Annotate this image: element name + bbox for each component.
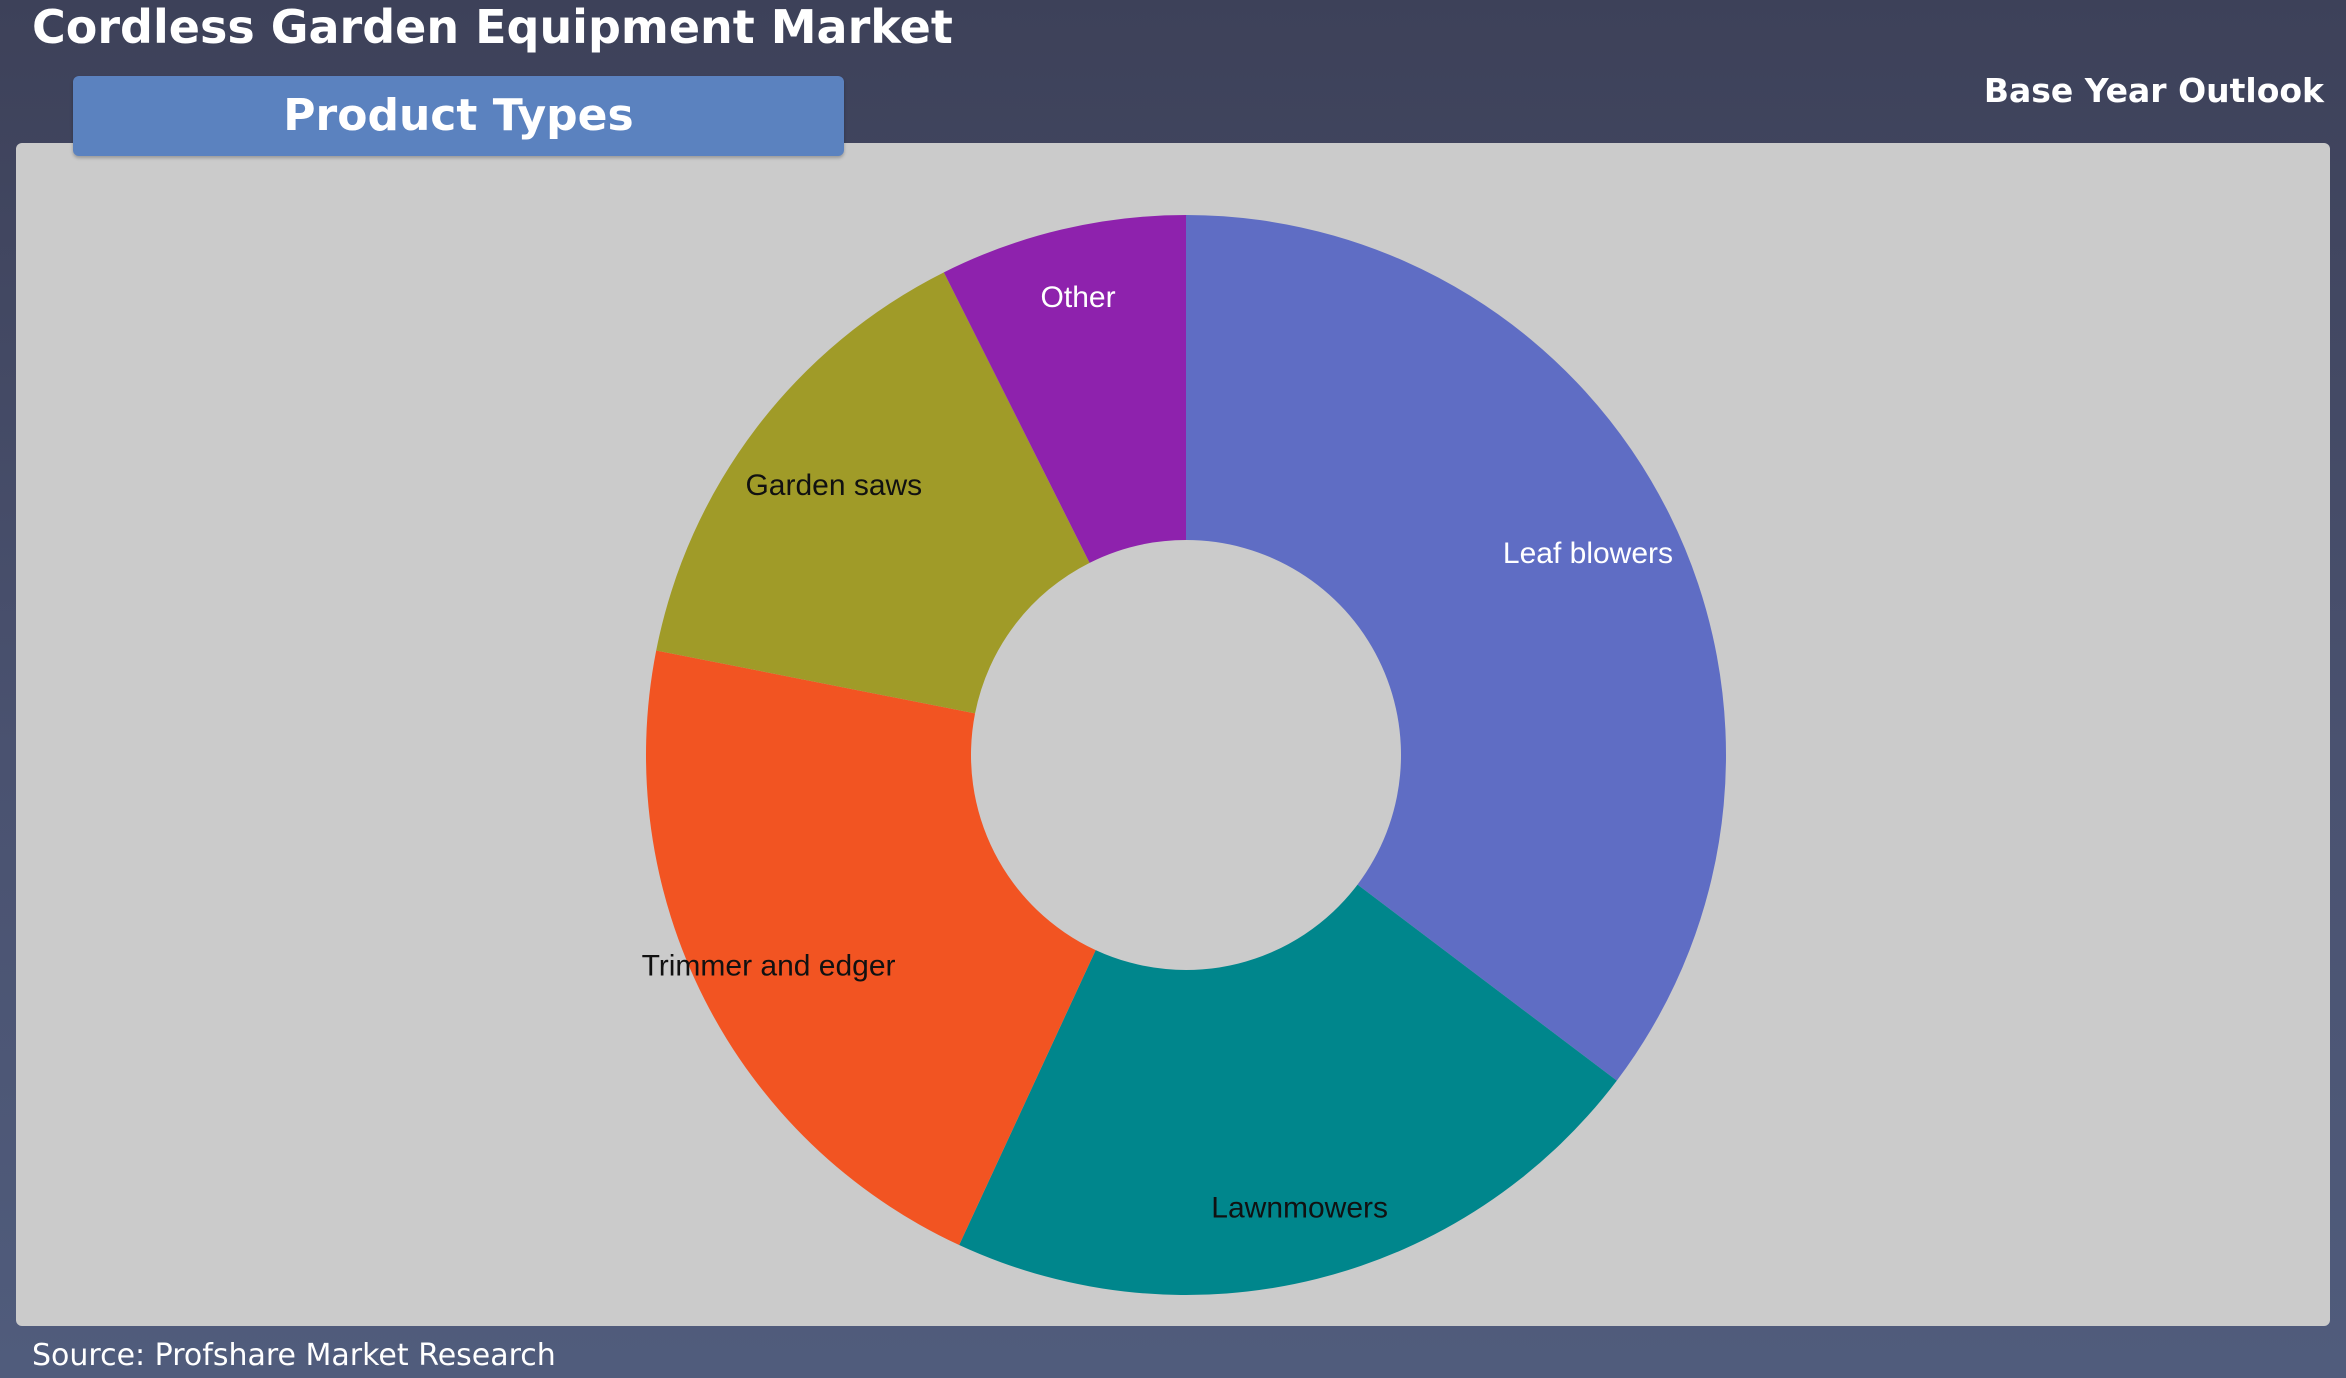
slice-label-garden-saws: Garden saws xyxy=(745,469,922,502)
page-title: Cordless Garden Equipment Market xyxy=(32,0,953,54)
pie-slice-garden-saws xyxy=(656,272,1090,714)
slice-label-lawnmowers: Lawnmowers xyxy=(1211,1191,1388,1224)
pie-slice-leaf-blowers xyxy=(1186,215,1726,1081)
outlook-label: Base Year Outlook xyxy=(1983,71,2324,110)
source-note: Source: Profshare Market Research xyxy=(32,1338,556,1373)
tab-product-types[interactable]: Product Types xyxy=(73,76,844,156)
pie-slice-lawnmowers xyxy=(959,884,1617,1295)
pie-slice-other xyxy=(943,215,1186,563)
slice-label-other: Other xyxy=(1041,281,1116,314)
slice-label-trimmer-and-edger: Trimmer and edger xyxy=(642,950,896,983)
pie-slice-trimmer-and-edger xyxy=(646,650,1096,1246)
chart-panel: Leaf blowers Lawnmowers Trimmer and edger G… xyxy=(16,143,2330,1326)
slice-label-leaf-blowers: Leaf blowers xyxy=(1503,537,1673,570)
donut-chart: Leaf blowers Lawnmowers Trimmer and edger G… xyxy=(642,215,1726,1295)
